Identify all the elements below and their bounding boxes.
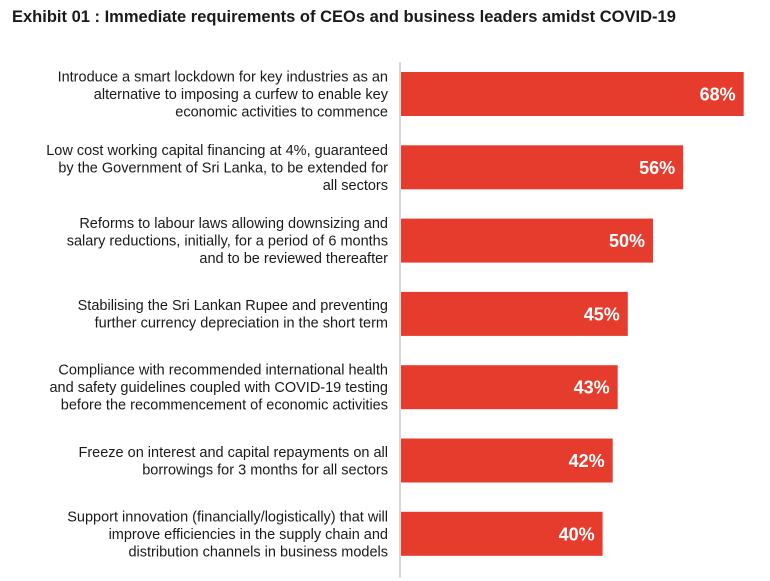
category-label-line: economic activities to commence	[175, 105, 388, 121]
category-label-line: Stabilising the Sri Lankan Rupee and pre…	[78, 298, 388, 314]
bar-6	[401, 438, 613, 483]
value-label-3: 50%	[609, 231, 645, 251]
category-label-7: Support innovation (financially/logistic…	[67, 509, 388, 560]
category-label-line: all sectors	[323, 178, 388, 194]
value-label-4: 45%	[584, 304, 620, 324]
category-label-5: Compliance with recommended internationa…	[49, 363, 388, 414]
category-label-line: Low cost working capital financing at 4%…	[46, 143, 388, 159]
bars-layer: 68% Introduce a smart lockdown for key in…	[46, 70, 744, 560]
category-label-line: further currency depreciation in the sho…	[95, 316, 388, 332]
category-label-line: Support innovation (financially/logistic…	[67, 509, 388, 525]
category-label-line: salary reductions, initially, for a peri…	[67, 234, 388, 250]
value-label-6: 42%	[569, 451, 605, 471]
category-label-6: Freeze on interest and capital repayment…	[78, 445, 388, 479]
category-label-4: Stabilising the Sri Lankan Rupee and pre…	[78, 298, 388, 332]
category-label-line: Introduce a smart lockdown for key indus…	[58, 70, 388, 86]
value-label-2: 56%	[639, 158, 675, 178]
bar-3	[401, 218, 653, 263]
category-label-3: Reforms to labour laws allowing downsizi…	[67, 216, 388, 267]
chart-title: Exhibit 01 : Immediate requirements of C…	[12, 8, 676, 26]
category-label-2: Low cost working capital financing at 4%…	[46, 143, 388, 194]
category-label-line: improve efficiencies in the supply chain…	[109, 527, 388, 543]
category-label-line: Compliance with recommended internationa…	[58, 363, 388, 379]
category-label-line: Freeze on interest and capital repayment…	[78, 445, 388, 461]
bar-4	[401, 291, 628, 336]
value-label-1: 68%	[700, 85, 736, 105]
bar-5	[401, 365, 618, 410]
category-label-line: by the Government of Sri Lanka, to be ex…	[58, 160, 388, 176]
category-label-line: distribution channels in business models	[128, 544, 388, 560]
category-label-line: and to be reviewed thereafter	[199, 251, 388, 267]
category-label-line: Reforms to labour laws allowing downsizi…	[79, 216, 388, 232]
category-label-1: Introduce a smart lockdown for key indus…	[58, 70, 389, 121]
value-label-5: 43%	[574, 378, 610, 398]
bar-1	[401, 72, 744, 116]
bar-2	[401, 145, 684, 190]
category-label-line: before the recommencement of economic ac…	[61, 398, 388, 414]
category-label-line: and safety guidelines coupled with COVID…	[49, 380, 388, 396]
category-label-line: alternative to imposing a curfew to enab…	[94, 87, 389, 103]
bar-7	[401, 511, 603, 556]
category-label-line: borrowings for 3 months for all sectors	[142, 462, 388, 478]
value-label-7: 40%	[559, 524, 595, 544]
